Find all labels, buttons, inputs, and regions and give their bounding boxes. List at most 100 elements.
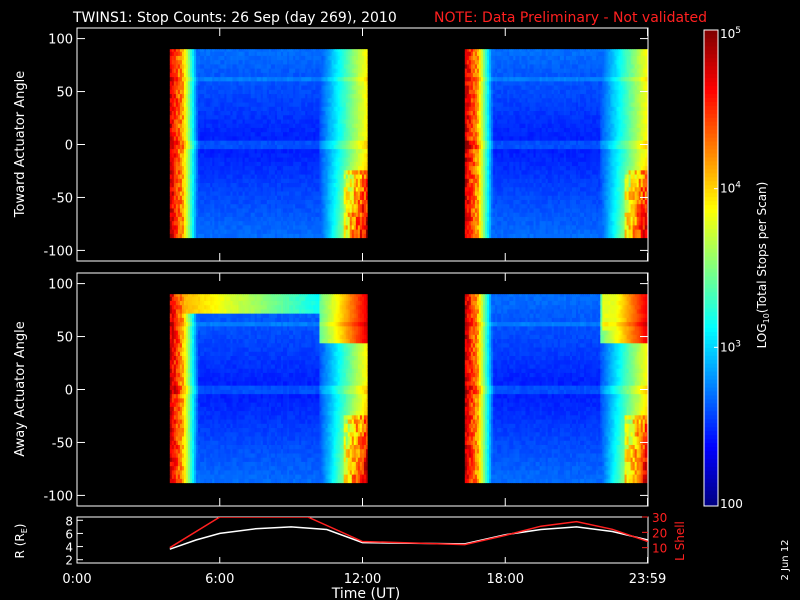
- heatmap-cell: [303, 119, 306, 124]
- heatmap-cell: [285, 191, 288, 196]
- heatmap-cell: [238, 229, 241, 234]
- heatmap-cell: [281, 131, 284, 137]
- heatmap-cell: [483, 127, 486, 133]
- heatmap-cell: [299, 102, 302, 107]
- heatmap-cell: [337, 64, 341, 69]
- heatmap-cell: [224, 212, 227, 217]
- heatmap-cell: [236, 131, 239, 137]
- heatmap-cell: [317, 72, 320, 78]
- heatmap-cell: [319, 59, 322, 65]
- heatmap-cell: [169, 127, 173, 133]
- heatmap-cell: [325, 229, 328, 234]
- heatmap-cell: [214, 106, 217, 112]
- heatmap-cell: [196, 85, 199, 90]
- heatmap-cell: [329, 80, 332, 86]
- heatmap-cell: [204, 161, 207, 167]
- heatmap-cell: [266, 148, 270, 154]
- heatmap-cell: [169, 72, 173, 78]
- heatmap-cell: [281, 59, 284, 65]
- heatmap-cell: [234, 178, 237, 184]
- heatmap-cell: [483, 72, 486, 78]
- heatmap-cell: [291, 72, 294, 78]
- heatmap-cell: [183, 174, 187, 179]
- heatmap-cell: [287, 93, 290, 99]
- heatmap-cell: [489, 93, 492, 99]
- heatmap-cell: [317, 59, 320, 65]
- heatmap-cell: [327, 49, 330, 52]
- heatmap-cell: [487, 195, 490, 200]
- heatmap-cell: [363, 191, 367, 196]
- heatmap-cell: [248, 136, 252, 141]
- heatmap-cell: [293, 89, 296, 95]
- heatmap-cell: [295, 216, 298, 222]
- heatmap-cell: [258, 97, 262, 103]
- heatmap-cell: [349, 169, 353, 175]
- heatmap-cell: [351, 152, 355, 158]
- heatmap-cell: [248, 152, 252, 158]
- heatmap-cell: [196, 157, 199, 162]
- heatmap-cell: [234, 102, 237, 107]
- heatmap-cell: [183, 152, 187, 158]
- heatmap-cell: [169, 195, 173, 200]
- heatmap-cell: [472, 212, 476, 217]
- heatmap-cell: [238, 123, 241, 128]
- heatmap-cell: [357, 131, 361, 137]
- heatmap-cell: [339, 148, 343, 154]
- heatmap-cell: [343, 152, 347, 158]
- heatmap-cell: [266, 131, 270, 137]
- heatmap-cell: [183, 106, 187, 112]
- heatmap-cell: [321, 186, 324, 192]
- heatmap-cell: [285, 165, 288, 171]
- heatmap-cell: [317, 203, 320, 209]
- heatmap-cell: [204, 195, 207, 200]
- heatmap-cell: [262, 72, 266, 78]
- heatmap-cell: [293, 191, 296, 196]
- heatmap-cell: [256, 114, 260, 120]
- heatmap-cell: [329, 89, 332, 95]
- heatmap-cell: [274, 127, 278, 133]
- heatmap-cell: [204, 97, 207, 103]
- heatmap-cell: [349, 55, 353, 61]
- heatmap-cell: [351, 203, 355, 209]
- heatmap-cell: [474, 191, 478, 196]
- heatmap-cell: [222, 89, 225, 95]
- heatmap-cell: [291, 203, 294, 209]
- heatmap-cell: [187, 161, 191, 167]
- heatmap-cell: [315, 165, 318, 171]
- heatmap-cell: [238, 106, 241, 112]
- heatmap-cell: [289, 55, 292, 61]
- heatmap-cell: [331, 186, 334, 192]
- heatmap-cell: [349, 64, 353, 69]
- heatmap-cell: [329, 102, 332, 107]
- heatmap-cell: [272, 157, 276, 162]
- heatmap-cell: [268, 178, 272, 184]
- heatmap-cell: [177, 68, 181, 73]
- heatmap-cell: [278, 161, 282, 167]
- heatmap-cell: [272, 165, 276, 171]
- heatmap-cell: [272, 110, 276, 116]
- heatmap-cell: [489, 64, 492, 69]
- heatmap-cell: [305, 229, 308, 234]
- heatmap-cell: [353, 136, 357, 141]
- heatmap-cell: [313, 178, 316, 184]
- heatmap-cell: [262, 186, 266, 192]
- heatmap-cell: [250, 178, 254, 184]
- heatmap-cell: [325, 169, 328, 175]
- heatmap-cell: [252, 157, 256, 162]
- heatmap-cell: [192, 224, 195, 230]
- heatmap-cell: [234, 212, 237, 217]
- heatmap-cell: [353, 203, 357, 209]
- heatmap-cell: [291, 64, 294, 69]
- heatmap-cell: [230, 224, 233, 230]
- heatmap-cell: [289, 119, 292, 124]
- heatmap-cell: [202, 203, 205, 209]
- heatmap-cell: [327, 157, 330, 162]
- heatmap-cell: [224, 148, 227, 154]
- heatmap-cell: [276, 89, 280, 95]
- heatmap-cell: [246, 144, 250, 150]
- heatmap-cell: [266, 59, 270, 65]
- heatmap-cell: [480, 127, 484, 133]
- heatmap-cell: [483, 165, 486, 171]
- heatmap-cell: [228, 64, 231, 69]
- heatmap-cell: [272, 152, 276, 158]
